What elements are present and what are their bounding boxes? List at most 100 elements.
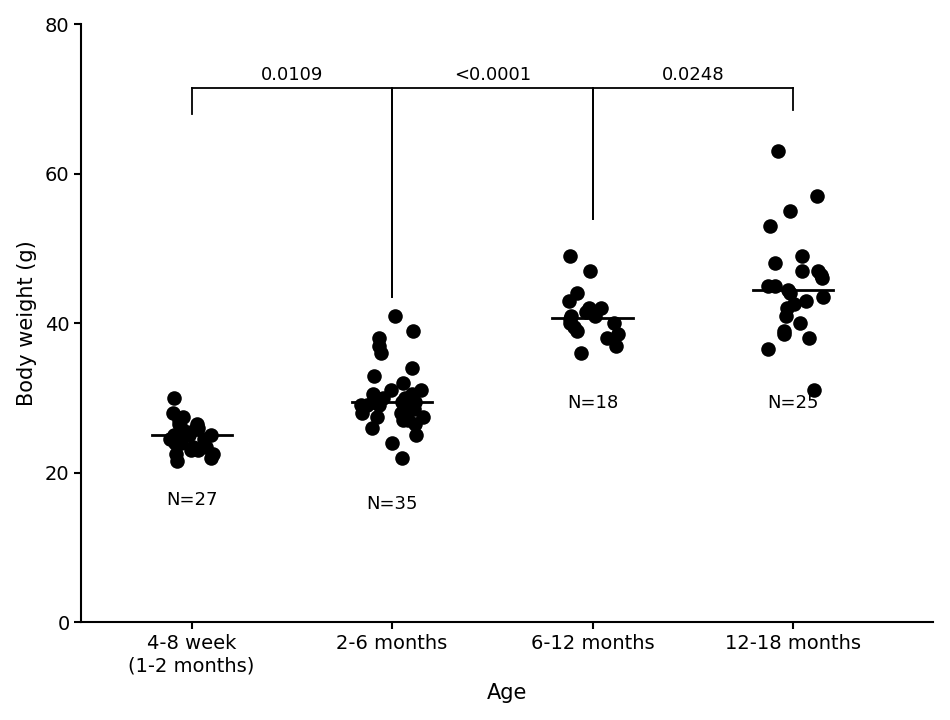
Point (190, 444, 205, 456)
Point (365, 396, 380, 408)
Point (809, 190, 825, 202)
Point (610, 328, 625, 340)
Point (807, 384, 822, 396)
Point (191, 422, 206, 433)
Point (792, 318, 808, 329)
Point (174, 437, 189, 449)
Point (375, 392, 390, 404)
Point (206, 449, 221, 460)
Point (396, 400, 411, 411)
Point (166, 392, 181, 404)
Text: <0.0001: <0.0001 (454, 66, 531, 84)
Point (364, 422, 379, 433)
Point (569, 287, 584, 299)
Point (609, 340, 624, 351)
Point (776, 325, 791, 336)
Point (594, 302, 609, 314)
Point (768, 280, 783, 292)
X-axis label: Age: Age (487, 683, 527, 703)
Point (353, 400, 369, 411)
Point (400, 403, 415, 415)
Point (783, 205, 798, 217)
Point (185, 441, 200, 452)
Text: N=25: N=25 (768, 394, 819, 412)
Y-axis label: Body weight (g): Body weight (g) (17, 240, 37, 406)
Point (574, 347, 589, 359)
Point (175, 411, 190, 423)
Point (171, 415, 186, 426)
Point (587, 310, 602, 321)
Point (365, 388, 380, 400)
Point (561, 295, 577, 307)
Point (562, 318, 578, 329)
Point (180, 426, 195, 437)
Point (169, 449, 184, 460)
Point (566, 321, 581, 333)
Text: N=18: N=18 (567, 394, 618, 412)
Point (395, 377, 410, 389)
Point (354, 407, 370, 418)
Point (394, 396, 409, 408)
Point (815, 292, 830, 303)
Point (780, 302, 795, 314)
Point (770, 145, 785, 157)
Point (203, 452, 218, 464)
Point (393, 407, 408, 418)
Point (781, 284, 796, 295)
Point (810, 265, 826, 276)
Point (172, 418, 187, 430)
Point (401, 415, 416, 426)
Point (162, 433, 178, 445)
Point (360, 400, 375, 411)
Text: N=27: N=27 (166, 491, 218, 509)
Point (172, 426, 187, 437)
Point (403, 392, 418, 404)
Point (795, 265, 810, 276)
Point (165, 407, 180, 418)
Point (373, 347, 389, 359)
Point (762, 220, 777, 232)
Point (799, 295, 814, 307)
Point (794, 250, 809, 261)
Point (405, 362, 420, 374)
Point (183, 444, 199, 456)
Point (579, 306, 594, 318)
Point (814, 269, 829, 280)
Point (385, 437, 400, 449)
Point (801, 333, 816, 344)
Point (371, 400, 387, 411)
Point (394, 452, 409, 464)
Point (388, 310, 403, 321)
Point (366, 370, 381, 382)
Point (174, 422, 189, 433)
Point (779, 310, 794, 321)
Point (371, 333, 387, 344)
Point (786, 299, 801, 310)
Point (188, 422, 203, 433)
Point (606, 318, 621, 329)
Point (168, 437, 183, 449)
Point (198, 441, 213, 452)
Point (189, 418, 204, 430)
Point (815, 273, 830, 284)
Point (599, 333, 615, 344)
Point (173, 415, 188, 426)
Point (582, 265, 598, 276)
Point (408, 396, 423, 408)
Point (413, 384, 428, 396)
Point (371, 340, 387, 351)
Point (406, 325, 421, 336)
Point (170, 456, 185, 467)
Point (407, 403, 422, 415)
Point (760, 343, 775, 355)
Point (563, 310, 579, 321)
Point (408, 418, 423, 430)
Point (761, 280, 776, 292)
Point (383, 384, 398, 396)
Point (408, 430, 424, 441)
Point (562, 314, 578, 325)
Point (397, 392, 412, 404)
Point (369, 411, 384, 423)
Point (405, 388, 420, 400)
Point (783, 287, 798, 299)
